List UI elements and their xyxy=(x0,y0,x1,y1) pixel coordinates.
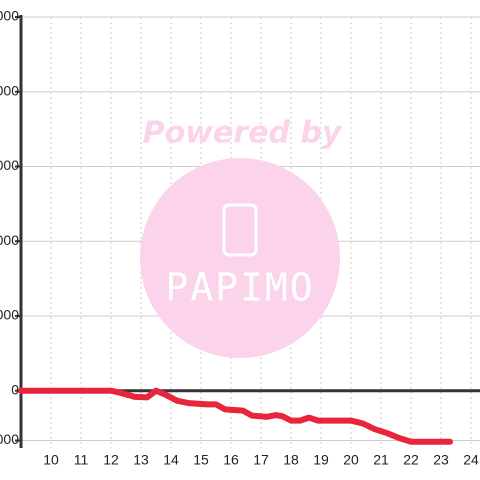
watermark: Powered by PAPIMO xyxy=(140,116,343,358)
x-tick-label: 11 xyxy=(74,452,89,468)
x-tick-label: 23 xyxy=(433,452,449,468)
x-tick-label: 24 xyxy=(463,452,479,468)
x-tick-label: 16 xyxy=(223,452,239,468)
y-tick-label: 150,000 xyxy=(0,8,19,24)
y-tick-label: 90,000 xyxy=(0,157,19,173)
x-tick-label: 10 xyxy=(43,452,59,468)
line xyxy=(18,387,453,445)
watermark-text: Powered by xyxy=(143,116,343,151)
x-tick-label: 21 xyxy=(373,452,389,468)
x-tick-label: 17 xyxy=(253,452,269,468)
x-tick-label: 20 xyxy=(343,452,359,468)
x-tick-label: 22 xyxy=(403,452,419,468)
x-tick-label: 19 xyxy=(313,452,329,468)
y-tick-label: 0 xyxy=(11,381,19,397)
x-tick-label: 13 xyxy=(133,452,149,468)
x-tick-label: 12 xyxy=(103,452,119,468)
y-tick-label: 60,000 xyxy=(0,232,19,248)
phone-icon xyxy=(222,203,258,257)
y-tick-label: 30,000 xyxy=(0,307,19,323)
watermark-circle xyxy=(140,158,340,358)
watermark-logo: PAPIMO xyxy=(165,266,314,310)
x-tick-label: 15 xyxy=(193,452,209,468)
x-tick-label: 18 xyxy=(283,452,299,468)
y-tick-label: 120,000 xyxy=(0,82,19,98)
x-tick-label: 14 xyxy=(163,452,179,468)
y-tick-label: -20,000 xyxy=(0,431,19,447)
